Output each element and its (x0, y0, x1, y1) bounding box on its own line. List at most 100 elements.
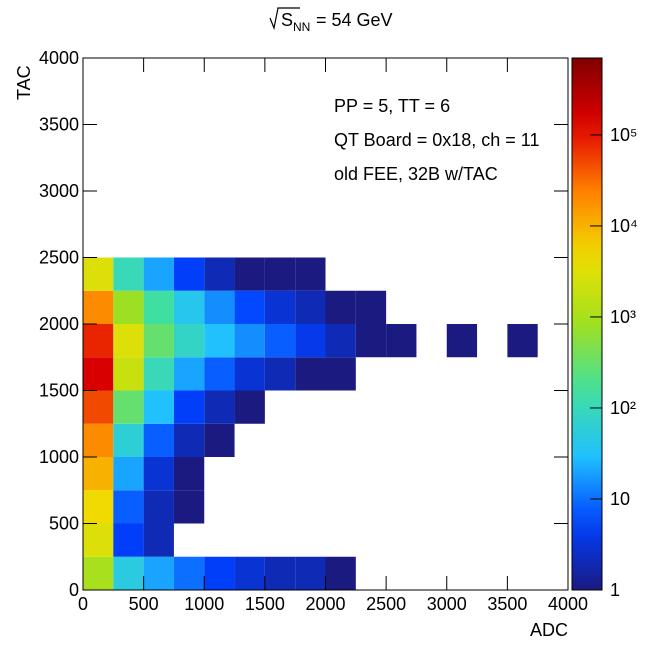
heatmap-cell (295, 290, 326, 324)
heatmap-cell (538, 91, 568, 124)
annotation: PP = 5, TT = 6 (334, 96, 450, 116)
heatmap-cell (265, 91, 295, 124)
heatmap-cell (144, 58, 174, 91)
heatmap-cell (447, 291, 477, 324)
heatmap-cell (173, 423, 205, 457)
heatmap-cell (204, 556, 235, 590)
heatmap-cell (143, 290, 174, 324)
heatmap-cell (295, 257, 326, 291)
heatmap-cell (113, 125, 143, 158)
heatmap-cell (295, 391, 325, 424)
heatmap-cell (204, 91, 234, 124)
heatmap-cell (416, 58, 446, 91)
heatmap-cell (295, 224, 325, 257)
heatmap-cell (477, 91, 507, 124)
heatmap-cell (507, 91, 537, 124)
heatmap-cell (204, 524, 234, 557)
heatmap-cell (507, 224, 537, 257)
heatmap-cell (447, 224, 477, 257)
heatmap-cell (447, 258, 477, 291)
heatmap-cell (265, 391, 295, 424)
heatmap-cell (477, 457, 507, 490)
heatmap-cell (325, 357, 356, 391)
heatmap-cell (477, 557, 507, 590)
heatmap-cell (173, 357, 205, 391)
heatmap-cell (295, 125, 325, 158)
heatmap-cell (416, 291, 446, 324)
heatmap-cell (264, 324, 296, 358)
heatmap-cell (83, 357, 114, 391)
heatmap-cell (386, 457, 416, 490)
heatmap-cell (325, 324, 356, 358)
heatmap-cell (326, 457, 356, 490)
heatmap-cell (538, 191, 568, 224)
heatmap-cell (173, 457, 205, 491)
y-tick-label: 2000 (39, 314, 79, 334)
heatmap-cell (265, 490, 295, 523)
z-tick-label: 10² (610, 398, 636, 418)
heatmap-cell (386, 424, 416, 457)
heatmap-cell (173, 257, 205, 291)
heatmap-cell (173, 290, 205, 324)
heatmap-cell (174, 58, 204, 91)
heatmap-cell (447, 524, 477, 557)
x-tick-label: 2500 (366, 594, 406, 614)
heatmap-cell (507, 490, 537, 523)
heatmap-cell (538, 224, 568, 257)
heatmap-cell (507, 158, 537, 191)
heatmap-cell (477, 524, 507, 557)
heatmap-cell (143, 523, 174, 557)
heatmap-cell (477, 490, 507, 523)
heatmap-cell (204, 58, 234, 91)
heatmap-cell (386, 58, 416, 91)
heatmap-cell (264, 257, 296, 291)
heatmap-cell (356, 258, 386, 291)
heatmap-cell (234, 390, 265, 424)
heatmap-cell (143, 556, 174, 590)
heatmap-cell (144, 125, 174, 158)
heatmap-cell (174, 91, 204, 124)
heatmap-cell (295, 424, 325, 457)
heatmap-cell (326, 58, 356, 91)
heatmap-cell (538, 357, 568, 390)
heatmap-cell (235, 457, 265, 490)
heatmap-cell (204, 423, 235, 457)
heatmap-cell (113, 58, 143, 91)
x-axis-label: ADC (530, 620, 568, 640)
heatmap-cell (113, 457, 144, 491)
heatmap-cell (416, 490, 446, 523)
heatmap-cell (113, 290, 144, 324)
heatmap-cell (507, 291, 537, 324)
heatmap-cell (538, 158, 568, 191)
heatmap-cell (326, 424, 356, 457)
heatmap-cell (477, 258, 507, 291)
heatmap-cell (477, 424, 507, 457)
heatmap-cell (83, 58, 113, 91)
y-tick-label: 3000 (39, 181, 79, 201)
heatmap-cell (356, 391, 386, 424)
heatmap-cell (507, 424, 537, 457)
heatmap-cell (265, 158, 295, 191)
heatmap-cell (386, 191, 416, 224)
heatmap-cell (204, 490, 234, 523)
heatmap-cell (265, 58, 295, 91)
heatmap-cell (83, 423, 114, 457)
heatmap-cell (326, 490, 356, 523)
heatmap-cell (113, 523, 144, 557)
heatmap-cell (235, 524, 265, 557)
heatmap-cell (477, 324, 507, 357)
heatmap-cell (204, 357, 235, 391)
heatmap-cell (326, 191, 356, 224)
x-tick-label: 0 (78, 594, 88, 614)
heatmap-cell (538, 291, 568, 324)
heatmap-cell (538, 391, 568, 424)
annotation: old FEE, 32B w/TAC (334, 164, 498, 184)
heatmap-cell (447, 191, 477, 224)
heatmap-cell (295, 524, 325, 557)
heatmap-cell (173, 324, 205, 358)
heatmap-cell (326, 258, 356, 291)
heatmap-cell (204, 158, 234, 191)
z-tick-label: 10⁵ (610, 125, 637, 145)
y-tick-label: 3500 (39, 115, 79, 135)
